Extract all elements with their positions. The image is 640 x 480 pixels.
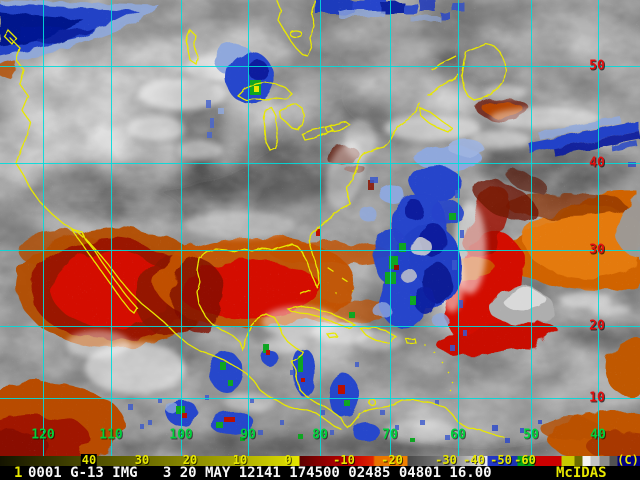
wv-image-canvas (0, 0, 640, 456)
colorbar-tick-label: -40 (463, 453, 485, 467)
colorbar-unit-label: (C) (617, 453, 639, 467)
colorbar-tick-label: -60 (514, 453, 536, 467)
colorbar-tick-label: -30 (435, 453, 457, 467)
status-bar: 1 0001 G-13 IMG 3 20 MAY 12141 174500 02… (0, 466, 640, 480)
colorbar-tick-label: -10 (333, 453, 355, 467)
colorbar-tick-label: -20 (381, 453, 403, 467)
satellite-wv-image[interactable] (0, 0, 640, 456)
colorbar-tick-label: 10 (232, 453, 248, 467)
frame-number: 1 (14, 465, 23, 480)
mcidas-label: McIDAS (556, 465, 607, 480)
status-text: 0001 G-13 IMG 3 20 MAY 12141 174500 0248… (28, 465, 492, 480)
colorbar-tick-label: 20 (182, 453, 198, 467)
wv-grain (0, 0, 640, 456)
colorbar-tick-label: -50 (490, 453, 512, 467)
colorbar (0, 456, 640, 466)
colorbar-tick-label: 0 (284, 453, 292, 467)
colorbar-tick-label: 30 (134, 453, 150, 467)
colorbar-tick-label: 40 (80, 453, 98, 467)
